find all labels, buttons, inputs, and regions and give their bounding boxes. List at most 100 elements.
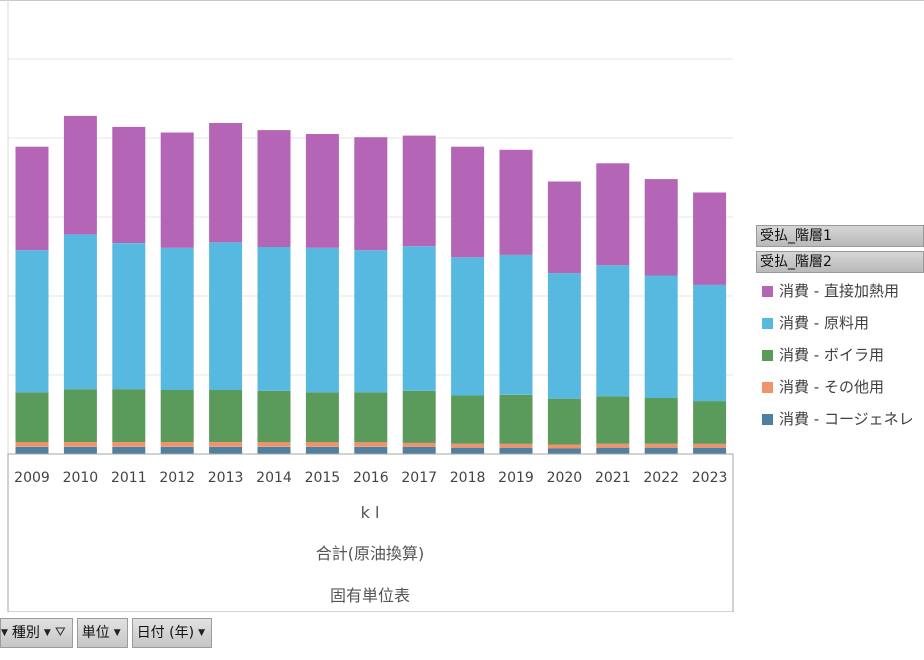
x-tick-label: 2016 (353, 470, 389, 486)
bar-segment[interactable] (305, 446, 339, 454)
field-button-type[interactable]: ▼ 種別 ▼ ⛛ (0, 618, 73, 648)
field-button-unit[interactable]: 単位 ▼ (76, 618, 128, 648)
bar-segment[interactable] (209, 442, 243, 447)
bar-segment[interactable] (451, 447, 485, 454)
filter-icon[interactable]: ⛛ (54, 625, 66, 640)
bar-segment[interactable] (547, 444, 581, 449)
bar-segment[interactable] (547, 448, 581, 455)
bar-segment[interactable] (499, 394, 533, 444)
bar-segment[interactable] (63, 234, 97, 390)
bar-segment[interactable] (402, 246, 436, 391)
bar-segment[interactable] (644, 275, 678, 399)
bar-segment[interactable] (499, 149, 533, 255)
field-button-label: 日付 (年) (136, 625, 195, 641)
field-button-year[interactable]: 日付 (年) ▼ (131, 618, 212, 648)
bar-segment[interactable] (354, 446, 388, 454)
bar-segment[interactable] (693, 192, 727, 285)
bar-segment[interactable] (257, 390, 291, 443)
bar-segment[interactable] (160, 446, 194, 454)
bar-segment[interactable] (354, 392, 388, 443)
chevron-down-icon: ▼ (1, 628, 8, 638)
bar-segment[interactable] (257, 247, 291, 391)
bar-segment[interactable] (15, 146, 49, 251)
legend-field-header-2[interactable]: 受払_階層2 (756, 251, 924, 273)
bar-segment[interactable] (499, 443, 533, 448)
bar-segment[interactable] (451, 146, 485, 258)
bar-segment[interactable] (209, 390, 243, 443)
bar-segment[interactable] (257, 442, 291, 447)
bar-segment[interactable] (160, 442, 194, 447)
bar-segment[interactable] (547, 398, 581, 445)
bar-segment[interactable] (257, 446, 291, 454)
legend-swatch (762, 286, 773, 297)
bar-segment[interactable] (596, 447, 630, 454)
x-tick-labels: 2009 2010 2011 2012 2013 2014 2015 2016 2017 2018… (14, 470, 727, 486)
bar-segment[interactable] (402, 446, 436, 454)
bar-segment[interactable] (644, 447, 678, 454)
bar-segment[interactable] (644, 443, 678, 448)
bar-segment[interactable] (596, 396, 630, 444)
legend-item-raw-material: 消費 - 原料用 (762, 311, 869, 335)
bar-segment[interactable] (596, 443, 630, 448)
bar-segment[interactable] (499, 447, 533, 454)
bar-segment[interactable] (354, 137, 388, 251)
legend-field-header-1[interactable]: 受払_階層1 (756, 225, 924, 247)
x-tick-label: 2014 (256, 470, 292, 486)
legend-item-boiler: 消費 - ボイラ用 (762, 343, 884, 367)
bar-segment[interactable] (63, 389, 97, 443)
bar-segment[interactable] (499, 254, 533, 395)
bar-segment[interactable] (15, 446, 49, 454)
bar-segment[interactable] (693, 443, 727, 448)
bar-segment[interactable] (305, 392, 339, 443)
bar-segment[interactable] (63, 446, 97, 454)
bar-segment[interactable] (596, 163, 630, 266)
bar-segment[interactable] (15, 392, 49, 443)
bar-segment[interactable] (160, 247, 194, 390)
bar-segment[interactable] (209, 123, 243, 243)
bar-segment[interactable] (547, 181, 581, 274)
bar-segment[interactable] (644, 179, 678, 276)
bar-segment[interactable] (160, 390, 194, 443)
bar-segment[interactable] (402, 442, 436, 447)
bar-segment[interactable] (402, 135, 436, 247)
bar-segment[interactable] (112, 442, 146, 447)
bar-segment[interactable] (693, 284, 727, 401)
bar-segment[interactable] (305, 442, 339, 447)
bars[interactable] (15, 115, 727, 455)
bar-segment[interactable] (112, 389, 146, 443)
bar-segment[interactable] (63, 115, 97, 235)
x-tick-label: 2022 (643, 470, 679, 486)
bar-segment[interactable] (354, 250, 388, 393)
bar-segment[interactable] (305, 247, 339, 393)
bar-segment[interactable] (451, 257, 485, 396)
bar-segment[interactable] (257, 130, 291, 247)
bar-segment[interactable] (112, 446, 146, 454)
bar-segment[interactable] (15, 250, 49, 393)
bar-segment[interactable] (15, 442, 49, 447)
bar-segment[interactable] (451, 395, 485, 444)
bar-segment[interactable] (547, 273, 581, 399)
legend-item-label: 消費 - 原料用 (779, 314, 869, 332)
bar-segment[interactable] (596, 265, 630, 397)
bar-segment[interactable] (63, 442, 97, 447)
x-tick-label: 2020 (547, 470, 583, 486)
bar-segment[interactable] (644, 397, 678, 444)
unit-label: k l (361, 503, 380, 522)
x-tick-label: 2012 (159, 470, 195, 486)
table-label: 固有単位表 (330, 586, 410, 605)
bar-segment[interactable] (693, 401, 727, 444)
bar-segment[interactable] (112, 243, 146, 390)
bar-segment[interactable] (160, 132, 194, 248)
bar-segment[interactable] (354, 442, 388, 447)
bar-segment[interactable] (209, 242, 243, 390)
bar-segment[interactable] (693, 447, 727, 454)
stacked-bar-chart[interactable]: 2009 2010 2011 2012 2013 2014 2015 2016 2017 2018… (0, 0, 740, 612)
bar-segment[interactable] (305, 134, 339, 248)
x-tick-label: 2018 (450, 470, 486, 486)
bar-segment[interactable] (112, 126, 146, 243)
legend-item-other: 消費 - その他用 (762, 375, 884, 399)
bar-segment[interactable] (209, 446, 243, 454)
bar-segment[interactable] (402, 390, 436, 443)
x-tick-label: 2015 (305, 470, 341, 486)
bar-segment[interactable] (451, 443, 485, 448)
